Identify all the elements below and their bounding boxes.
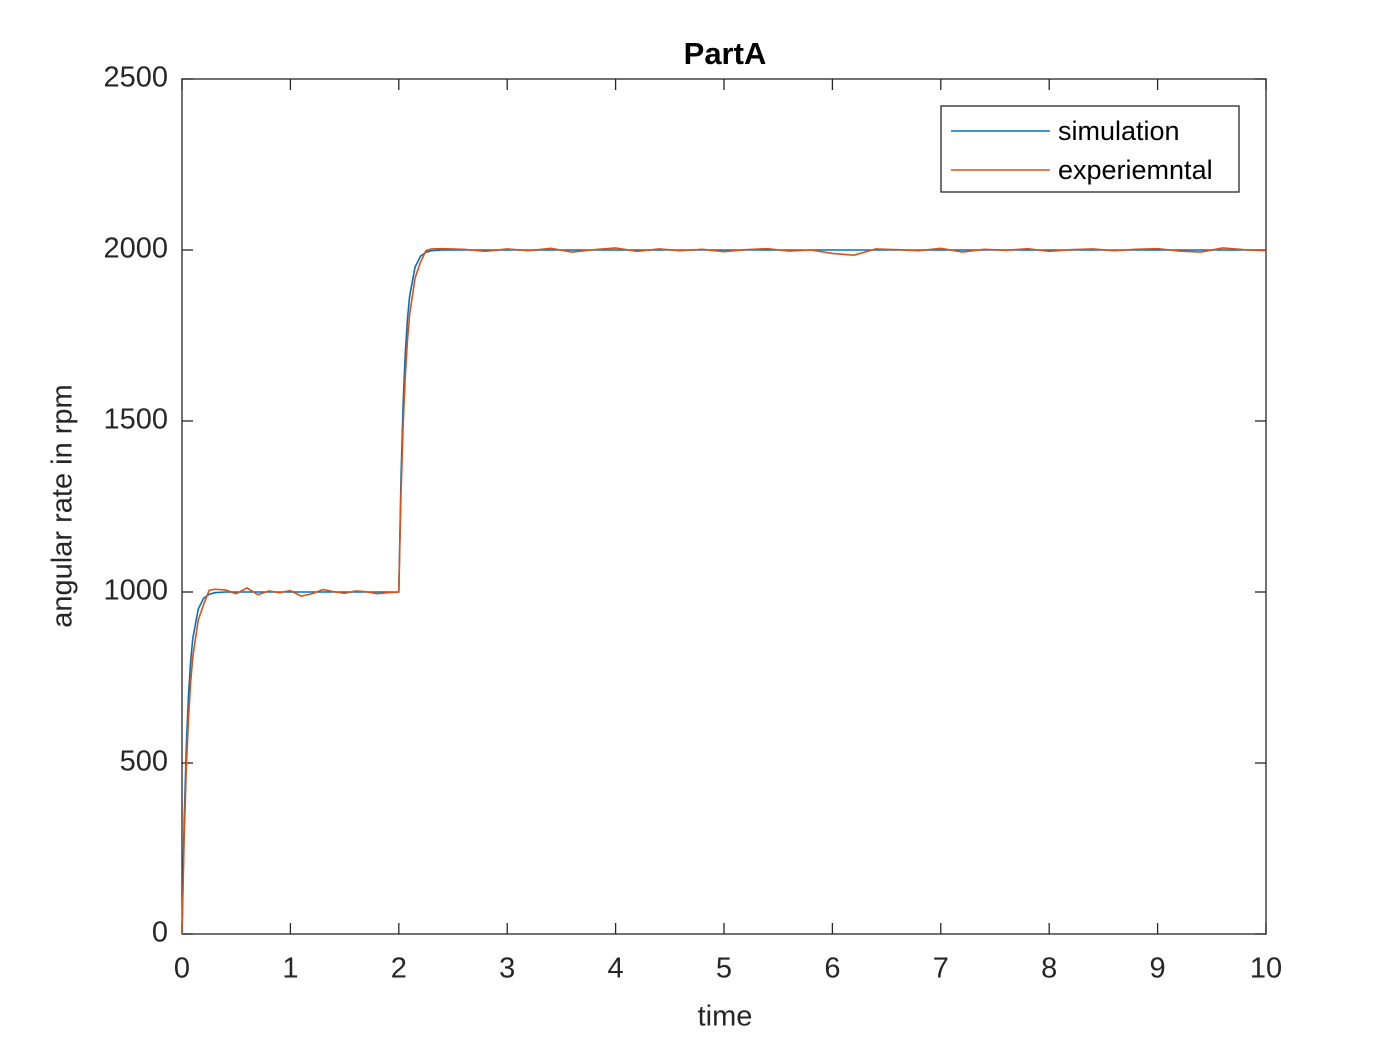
y-tick-label: 500 (120, 746, 168, 778)
y-tick-label: 2500 (103, 62, 168, 94)
chart-title: PartA (684, 36, 767, 71)
x-tick-label: 0 (174, 953, 190, 985)
x-tick-label: 6 (824, 953, 840, 985)
x-tick-label: 5 (716, 953, 732, 985)
axes-box (181, 78, 1267, 935)
legend-label: simulation (1058, 116, 1180, 146)
series-line (181, 247, 1267, 935)
y-tick-label: 1500 (103, 404, 168, 436)
y-tick-label: 1000 (103, 575, 168, 607)
x-tick-label: 1 (282, 953, 298, 985)
y-axis-label: angular rate in rpm (47, 384, 79, 627)
x-tick-label: 8 (1041, 953, 1057, 985)
legend-label: experiemntal (1058, 155, 1213, 185)
x-axis-label: time (698, 1001, 753, 1033)
x-tick-label: 10 (1250, 953, 1282, 985)
y-tick-label: 2000 (103, 233, 168, 265)
legend-box (940, 105, 1240, 193)
x-tick-label: 2 (391, 953, 407, 985)
x-tick-label: 4 (608, 953, 624, 985)
y-tick-label: 0 (152, 917, 168, 949)
x-tick-label: 3 (499, 953, 515, 985)
x-tick-label: 9 (1150, 953, 1166, 985)
x-tick-label: 7 (933, 953, 949, 985)
